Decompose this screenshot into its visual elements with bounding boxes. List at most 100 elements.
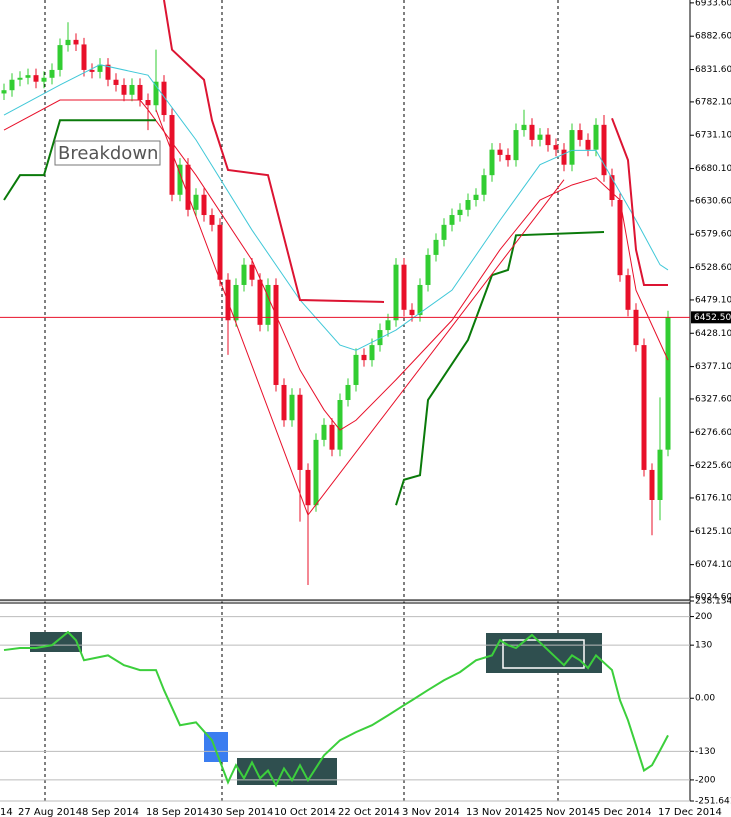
candle-body (497, 149, 503, 155)
candle-body (425, 254, 431, 285)
candle-body (81, 44, 87, 70)
candle-body (353, 354, 359, 385)
candle-body (585, 139, 591, 150)
candle-body (233, 284, 239, 321)
candle-body (89, 69, 95, 72)
candle-body (121, 84, 127, 95)
candle-body (337, 400, 343, 450)
indicator-boxes (30, 632, 602, 785)
candle-body (633, 309, 639, 346)
candle-body (137, 84, 143, 100)
candle-body (169, 115, 175, 195)
candle-body (1, 90, 7, 94)
y-tick-label: 130 (695, 641, 712, 651)
candle-body (481, 175, 487, 195)
candle-body (273, 284, 279, 385)
candle-body (297, 394, 303, 470)
y-tick-label: 6882.60 (695, 32, 731, 42)
last-price-box (691, 311, 731, 324)
candle-body (17, 77, 23, 80)
candle-body (521, 124, 527, 131)
y-tick-label: 200 (695, 612, 712, 622)
y-tick-label: 6176.10 (695, 493, 731, 503)
candle-body (553, 145, 559, 150)
candle-body (625, 275, 631, 310)
candle-body (489, 149, 495, 176)
candle-body (441, 224, 447, 240)
candle-body (377, 330, 383, 346)
candle-body (513, 130, 519, 161)
y-tick-label: 6327.60 (695, 394, 731, 404)
candle-body (257, 279, 263, 325)
candle-body (161, 81, 167, 116)
candle-body (465, 200, 471, 210)
candle-body (529, 124, 535, 140)
y-tick-label: 6782.10 (695, 97, 731, 107)
x-tick-label: 5 Dec 2014 (594, 807, 652, 817)
candle-body (249, 264, 255, 280)
candle-body (345, 384, 351, 400)
candle-body (401, 264, 407, 310)
candle-body (193, 194, 199, 210)
x-tick-label: 17 Dec 2014 (658, 807, 722, 817)
candle-body (569, 130, 575, 165)
y-tick-label: 6377.10 (695, 362, 731, 372)
overlay-line (155, 109, 565, 517)
x-tick-label: 8 Sep 2014 (82, 807, 139, 817)
candle-body (65, 39, 71, 46)
x-tick-label: 3 Nov 2014 (402, 807, 460, 817)
candle-body (473, 194, 479, 200)
candle-body (545, 134, 551, 146)
candle-body (649, 469, 655, 500)
candle-body (201, 194, 207, 216)
y-tick-label: 6528.60 (695, 263, 731, 273)
y-tick-label: -251.641 (695, 797, 731, 807)
candle-body (417, 284, 423, 316)
candle-body (33, 75, 39, 82)
candle-body (41, 77, 47, 82)
candle-body (9, 79, 15, 91)
y-tick-label: 6731.10 (695, 131, 731, 141)
x-tick-label: 10 Oct 2014 (274, 807, 336, 817)
x-tick-label: 30 Sep 2014 (210, 807, 273, 817)
overlay-line (163, 0, 668, 303)
y-tick-label: 6428.10 (695, 329, 731, 339)
candle-body (217, 224, 223, 280)
candle-body (241, 264, 247, 285)
y-tick-label: 6024.60 (695, 592, 731, 602)
y-tick-label: 6074.10 (695, 560, 731, 570)
candle-body (593, 124, 599, 150)
candle-body (641, 345, 647, 470)
x-tick-label: 13 Nov 2014 (466, 807, 530, 817)
candle-body (305, 469, 311, 506)
candle-body (361, 354, 367, 361)
candle-body (449, 215, 455, 225)
y-tick-label: -200 (695, 775, 716, 785)
candle-body (601, 124, 607, 176)
candle-body (505, 154, 511, 161)
y-tick-label: 6630.60 (695, 196, 731, 206)
candle-body (129, 84, 135, 95)
y-tick-label: 6276.60 (695, 428, 731, 438)
candle-body (177, 164, 183, 195)
x-tick-label: 18 Sep 2014 (146, 807, 209, 817)
candle-body (313, 439, 319, 506)
candle-body (665, 317, 671, 450)
candle-body (25, 75, 31, 78)
candle-body (457, 209, 463, 216)
candle-body (577, 130, 583, 140)
candle-body (265, 284, 271, 325)
candle-body (537, 134, 543, 140)
indicator-line (3, 630, 669, 788)
candle-body (153, 81, 159, 106)
candle-body (393, 264, 399, 321)
x-tick-label: 14 (0, 807, 13, 817)
candle-body (657, 449, 663, 500)
candle-body (225, 279, 231, 321)
overlay-line (3, 64, 669, 351)
candle-body (73, 39, 79, 45)
candle-body (281, 384, 287, 421)
candle-body (97, 64, 103, 72)
y-tick-label: -130 (695, 747, 716, 757)
